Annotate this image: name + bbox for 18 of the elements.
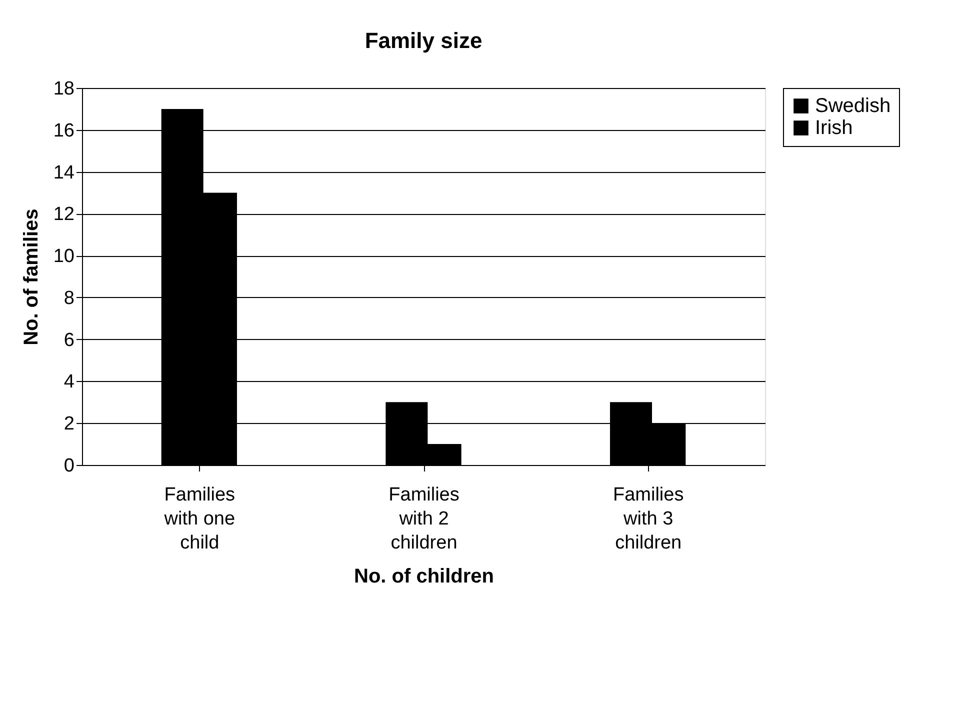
x-tick-label: Families with 2 children [388, 484, 460, 554]
y-tick-label: 0 [64, 456, 74, 476]
y-tick-label: 4 [64, 372, 75, 393]
y-tick-label: 12 [53, 204, 74, 226]
y-tick-label: 8 [64, 288, 74, 309]
x-axis-title: No. of children [354, 566, 494, 588]
y-tick-label: 2 [64, 414, 74, 435]
legend-label: Irish [815, 117, 853, 139]
x-tick-label: Families with 3 children [612, 484, 684, 554]
y-tick-label: 14 [53, 162, 75, 184]
y-tick-label: 18 [53, 78, 74, 100]
x-tick-label: Families with one child [163, 484, 236, 554]
y-tick-label: 16 [53, 120, 74, 142]
legend-label: Swedish [815, 95, 891, 117]
y-axis-title: No. of families [20, 208, 42, 346]
y-tick-label: 10 [53, 246, 74, 268]
chart-title: Family size [364, 28, 482, 53]
y-tick-label: 6 [64, 330, 74, 351]
